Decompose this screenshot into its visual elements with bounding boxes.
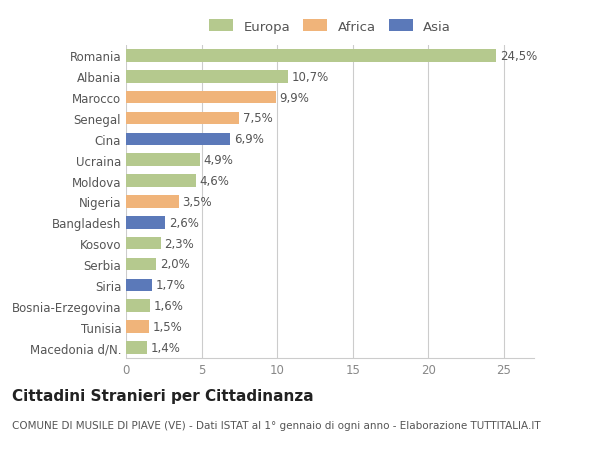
Text: 10,7%: 10,7%: [292, 71, 329, 84]
Bar: [126, 217, 165, 229]
Text: 1,6%: 1,6%: [154, 300, 184, 313]
Text: 1,5%: 1,5%: [152, 320, 182, 333]
Bar: [126, 300, 150, 312]
Text: 4,9%: 4,9%: [204, 154, 233, 167]
Text: 1,4%: 1,4%: [151, 341, 181, 354]
Text: 2,6%: 2,6%: [169, 216, 199, 229]
Bar: [126, 133, 230, 146]
Text: 9,9%: 9,9%: [280, 91, 309, 104]
Text: 24,5%: 24,5%: [500, 50, 537, 63]
Text: COMUNE DI MUSILE DI PIAVE (VE) - Dati ISTAT al 1° gennaio di ogni anno - Elabora: COMUNE DI MUSILE DI PIAVE (VE) - Dati IS…: [12, 420, 541, 430]
Bar: [126, 92, 275, 104]
Bar: [126, 50, 496, 62]
Text: 2,3%: 2,3%: [164, 237, 194, 250]
Bar: [126, 175, 196, 187]
Bar: [126, 71, 287, 84]
Bar: [126, 112, 239, 125]
Bar: [126, 258, 156, 271]
Text: 4,6%: 4,6%: [199, 175, 229, 188]
Bar: [126, 196, 179, 208]
Text: 7,5%: 7,5%: [243, 112, 273, 125]
Bar: [126, 279, 152, 291]
Legend: Europa, Africa, Asia: Europa, Africa, Asia: [203, 15, 457, 39]
Bar: [126, 237, 161, 250]
Text: 6,9%: 6,9%: [234, 133, 264, 146]
Text: 1,7%: 1,7%: [155, 279, 185, 291]
Text: Cittadini Stranieri per Cittadinanza: Cittadini Stranieri per Cittadinanza: [12, 388, 314, 403]
Text: 2,0%: 2,0%: [160, 258, 190, 271]
Bar: [126, 154, 200, 167]
Bar: [126, 320, 149, 333]
Bar: [126, 341, 147, 354]
Text: 3,5%: 3,5%: [182, 196, 212, 208]
